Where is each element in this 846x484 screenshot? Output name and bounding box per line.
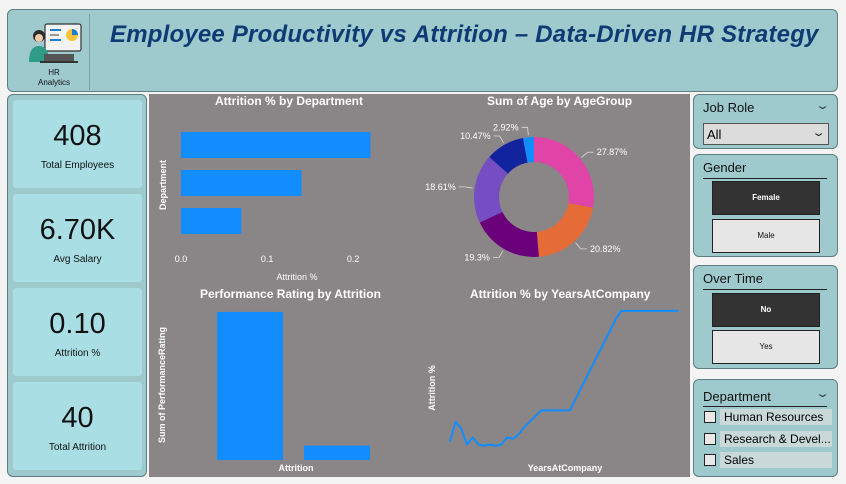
dept-bar <box>181 170 302 196</box>
dept-x-tick: 0.0 <box>175 254 188 264</box>
page-title: Employee Productivity vs Attrition – Dat… <box>110 21 819 48</box>
donut-leader-line <box>521 126 529 136</box>
donut-data-label: 10.47% <box>460 131 491 141</box>
donut-leader-line <box>492 250 504 258</box>
kpi-value: 40 <box>61 402 94 434</box>
kpi-panel: 408 Total Employees 6.70K Avg Salary 0.1… <box>7 94 147 477</box>
chevron-down-icon[interactable]: ⌄ <box>815 100 830 112</box>
years-line-series <box>448 309 679 447</box>
header-banner: HR Analytics Employee Productivity vs Att… <box>7 9 838 92</box>
dept-bar <box>181 132 371 158</box>
chevron-down-icon: ⌄ <box>811 127 826 139</box>
donut-slice <box>536 203 594 257</box>
dept-option-rnd[interactable]: Research & Devel... <box>704 431 832 447</box>
slicer-title: Gender <box>703 160 747 175</box>
overtime-no-button[interactable]: No <box>712 293 820 327</box>
gender-male-button[interactable]: Male <box>712 219 820 253</box>
kpi-value: 6.70K <box>39 214 116 246</box>
performance-by-attrition-chart[interactable]: Sum of PerformanceRating Attrition <box>149 303 419 477</box>
donut-leader-line <box>575 242 588 250</box>
donut-data-label: 2.92% <box>493 122 519 132</box>
age-group-donut-chart[interactable]: 27.87% 20.82% 19.3% 18.61% 10.47%2.92% <box>424 110 690 285</box>
donut-data-label: 18.61% <box>425 182 456 192</box>
overtime-yes-button[interactable]: Yes <box>712 330 820 364</box>
dept-option-sales[interactable]: Sales <box>704 452 832 468</box>
attrition-by-department-chart[interactable]: Department Attrition % 0.0 0.1 0.2 <box>149 110 419 285</box>
analyst-laptop-icon <box>29 23 82 63</box>
kpi-label: Attrition % <box>54 348 101 359</box>
chevron-down-icon[interactable]: ⌄ <box>815 388 830 400</box>
kpi-value: 0.10 <box>49 308 106 340</box>
years-chart-title: Attrition % by YearsAtCompany <box>470 287 651 301</box>
department-slicer: Department ⌄ Human Resources Research & … <box>693 379 838 477</box>
perf-bar <box>217 311 283 460</box>
job-role-dropdown[interactable]: All ⌄ <box>703 123 829 145</box>
logo-caption-analytics: Analytics <box>37 78 70 87</box>
donut-leader-line <box>581 151 594 158</box>
donut-slice <box>534 137 594 208</box>
gender-female-button[interactable]: Female <box>712 181 820 215</box>
divider <box>703 178 827 179</box>
kpi-total-attrition: 40 Total Attrition <box>13 382 142 470</box>
slicer-title: Department <box>703 389 771 404</box>
slicer-title: Over Time <box>703 271 763 286</box>
donut-slice <box>474 157 508 223</box>
perf-chart-title: Performance Rating by Attrition <box>200 287 381 301</box>
dropdown-value: All <box>707 127 722 142</box>
perf-ylabel: Sum of PerformanceRating <box>157 327 167 443</box>
hr-analytics-logo: HR Analytics <box>18 14 90 90</box>
kpi-avg-salary: 6.70K Avg Salary <box>13 194 142 282</box>
dept-chart-title: Attrition % by Department <box>215 94 364 108</box>
checkbox[interactable] <box>704 411 716 423</box>
over-time-slicer: Over Time No Yes <box>693 265 838 369</box>
donut-slice <box>489 138 528 174</box>
perf-bar <box>304 445 370 460</box>
job-role-slicer: Job Role ⌄ All ⌄ <box>693 94 838 149</box>
kpi-label: Total Attrition <box>48 442 107 453</box>
option-label: Human Resources <box>720 409 832 425</box>
dept-option-hr[interactable]: Human Resources <box>704 409 832 425</box>
kpi-label: Avg Salary <box>53 254 102 265</box>
age-chart-title: Sum of Age by AgeGroup <box>487 94 633 108</box>
donut-data-label: 19.3% <box>464 253 490 263</box>
kpi-value: 408 <box>53 120 102 152</box>
dept-x-tick: 0.1 <box>261 254 274 264</box>
checkbox[interactable] <box>704 454 716 466</box>
dept-xlabel: Attrition % <box>276 272 317 282</box>
option-label: Research & Devel... <box>720 431 832 447</box>
kpi-total-employees: 408 Total Employees <box>13 100 142 188</box>
donut-leader-line <box>493 135 504 144</box>
divider <box>703 289 827 290</box>
donut-slice <box>523 137 534 163</box>
donut-data-label: 27.87% <box>597 147 628 157</box>
option-label: Sales <box>720 452 832 468</box>
charts-area: Attrition % by Department Department Att… <box>149 94 690 477</box>
donut-data-label: 20.82% <box>590 244 621 254</box>
kpi-label: Total Employees <box>40 160 115 171</box>
logo-caption-hr: HR <box>48 68 60 77</box>
perf-xlabel: Attrition <box>279 463 314 473</box>
dept-ylabel: Department <box>158 160 168 210</box>
dept-bar <box>181 208 242 234</box>
kpi-attrition-percent: 0.10 Attrition % <box>13 288 142 376</box>
years-ylabel: Attrition % <box>427 365 437 411</box>
attrition-by-years-chart[interactable]: Attrition % YearsAtCompany <box>419 303 690 477</box>
years-xlabel: YearsAtCompany <box>528 463 603 473</box>
slicer-title: Job Role <box>703 100 755 115</box>
donut-slice <box>479 211 539 257</box>
dept-x-tick: 0.2 <box>347 254 360 264</box>
checkbox[interactable] <box>704 433 716 445</box>
divider <box>703 406 827 407</box>
donut-leader-line <box>458 186 473 189</box>
gender-slicer: Gender Female Male <box>693 154 838 257</box>
